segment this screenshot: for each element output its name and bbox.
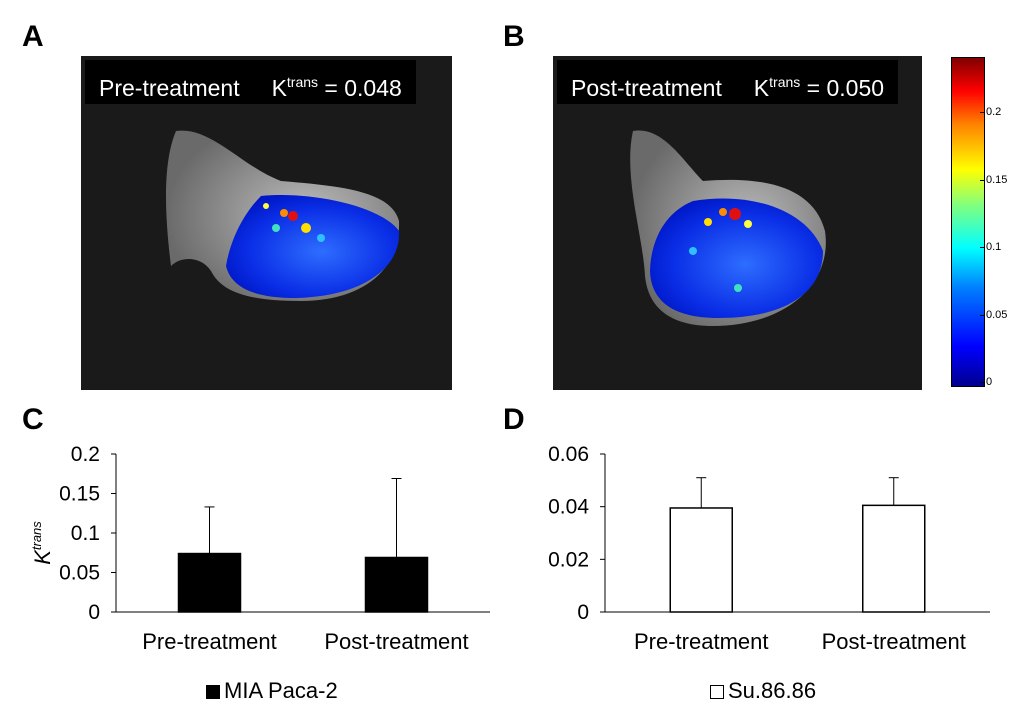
chart-c: 0 0.05 0.1 0.15 0.2 Pre-treatment Post-treatme…	[0, 430, 500, 670]
y-tick-label: 0.04	[548, 496, 589, 519]
bar	[669, 507, 733, 613]
ktrans-value: = 0.048	[324, 75, 402, 101]
bar	[364, 556, 429, 613]
x-tick-label: Pre-treatment	[142, 629, 277, 654]
legend-swatch	[206, 685, 220, 699]
mri-anatomy-graphic	[166, 130, 400, 301]
y-tick-label: 0.06	[548, 443, 589, 466]
x-tick-label: Post-treatment	[822, 629, 966, 654]
y-tick-label: 0.05	[59, 562, 100, 585]
panel-letter-d: D	[503, 403, 525, 436]
colorbar-tick: 0.05	[979, 309, 1008, 321]
chart-c-svg: 0 0.05 0.1 0.15 0.2 Pre-treatment Post-treatme…	[29, 443, 490, 654]
panel-letter-b: B	[503, 20, 525, 53]
colorbar-tick: 0	[979, 376, 993, 388]
mri-title: Pre-treatment	[99, 75, 240, 101]
mri-anatomy-graphic	[630, 130, 826, 326]
ktrans-value: = 0.050	[806, 75, 885, 101]
y-tick-label: 0.2	[71, 443, 100, 466]
bar	[177, 552, 242, 613]
mri-title: Post-treatment	[571, 75, 722, 101]
chart-d: 0 0.02 0.04 0.06 Pre-treatment Post-treatment	[500, 430, 1000, 670]
ktrans-sup: trans	[286, 74, 319, 90]
bar	[862, 504, 926, 613]
panel-letter-c: C	[22, 403, 44, 436]
ktrans-symbol: K	[271, 75, 287, 101]
mri-label-pre: Pre-treatment Ktrans = 0.048	[85, 60, 416, 104]
ktrans-symbol: K	[753, 75, 770, 101]
mri-image-post-treatment: Post-treatment Ktrans = 0.050	[553, 56, 922, 390]
y-tick-label: 0.1	[71, 522, 100, 545]
legend-swatch	[710, 685, 724, 699]
x-tick-label: Pre-treatment	[634, 629, 769, 654]
ktrans-sup: trans	[769, 74, 801, 90]
y-axis-label: Ktrans	[29, 521, 55, 565]
y-tick-label: 0	[88, 601, 100, 624]
colorbar-tick: 0.2	[979, 106, 1002, 118]
y-tick-label: 0.15	[59, 483, 100, 506]
x-tick-label: Post-treatment	[324, 629, 468, 654]
colorbar-tick: 0.15	[979, 174, 1008, 186]
legend-label: MIA Paca-2	[224, 678, 338, 703]
legend-mia-paca-2: MIA Paca-2	[206, 680, 338, 702]
colorbar-tick: 0.1	[979, 241, 1002, 253]
y-axis-label-sup: trans	[29, 521, 44, 550]
mri-label-post: Post-treatment Ktrans = 0.050	[557, 60, 899, 104]
chart-d-svg: 0 0.02 0.04 0.06 Pre-treatment Post-treatment	[548, 443, 990, 654]
legend-su-86-86: Su.86.86	[710, 680, 816, 702]
y-tick-label: 0.02	[548, 548, 589, 571]
y-tick-label: 0	[577, 601, 589, 624]
panel-letter-a: A	[22, 20, 44, 53]
mri-image-pre-treatment: Pre-treatment Ktrans = 0.048	[81, 56, 452, 390]
legend-label: Su.86.86	[728, 678, 817, 703]
colorbar	[951, 57, 985, 387]
